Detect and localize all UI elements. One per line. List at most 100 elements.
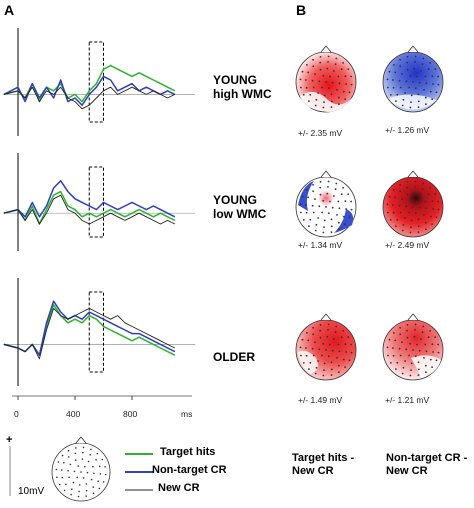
electrode-dot [81,458,84,460]
electrode-dot [309,93,312,96]
electrode-dot [344,98,346,100]
electrode-dot [398,204,401,207]
electrode-dot [410,226,412,228]
scale-bar [9,446,11,496]
electrode-dot [406,336,409,339]
electrode-dot [342,330,344,332]
legend-label-new: New CR [158,482,200,494]
electrode-dot [414,55,417,58]
electrode-dot [386,203,389,206]
electrode-dot [422,182,425,185]
electrode-dot [322,342,325,345]
erp-plot-young-low [3,153,195,251]
electrode-dot [334,63,337,66]
electrode-dot [319,186,322,189]
electrode-dot [404,360,406,362]
electrode-dot [432,83,434,85]
electrode-dot [394,71,397,74]
electrode-dot [74,459,77,461]
electrode-dot [387,211,389,214]
electrode-dot [327,87,330,90]
map-range-target-young-low: +/- 1.34 mV [298,240,343,250]
electrode-dot [408,86,410,89]
electrode-dot [90,478,93,481]
electrode-dot [405,80,408,83]
electrode-dot [406,68,409,71]
electrode-dot [344,200,347,203]
electrode-dot [395,368,397,370]
electrode-dot [393,332,395,334]
electrode-dot [425,207,428,210]
electrode-dot [337,343,340,346]
electrode-dot [347,193,350,195]
electrode-dot [414,329,416,331]
electrode-dot [325,81,327,83]
electrode-dot [423,89,425,91]
electrode-dot [314,341,316,343]
electrode-dot [395,100,397,102]
electrode-dot [350,75,352,78]
electrode-dot [392,347,394,349]
electrode-dot [345,208,347,210]
electrode-dot [434,336,437,338]
electrode-dot [340,193,343,196]
electrode-dot [429,330,431,332]
electrode-dot [417,93,420,96]
electrode-dot [401,372,404,375]
electrode-dot [342,62,344,64]
electrode-dot [307,71,310,74]
electrode-dot [416,343,418,346]
electrode-dot [417,218,420,221]
electrode-dot [70,493,72,496]
electrode-dot [401,104,404,107]
electrode-dot [319,68,322,71]
electrode-dot [334,188,337,191]
map-range-nontarget-young-low: +/- 2.49 mV [385,240,430,250]
electrode-dot [323,226,325,228]
electrode-dot [401,341,403,343]
electrode-dot [330,374,333,376]
electrode-dot [96,452,99,455]
electrode-dot [399,333,402,336]
electrode-dot [409,374,412,377]
scale-plus: + [6,434,13,446]
electrode-dot [104,473,107,476]
electrode-dot [330,361,333,364]
electrode-dot [301,195,304,198]
panel-label-b: B [296,2,307,18]
electrode-dot [87,460,90,463]
electrode-dot [312,86,315,89]
electrode-dot [301,70,304,73]
electrode-dot [301,338,304,341]
electrode-dot [307,339,310,342]
electrode-dot [330,106,333,108]
electrode-dot [399,86,402,89]
electrode-dot [300,211,302,214]
electrode-dot [85,495,87,497]
electrode-dot [399,65,402,68]
electrode-dot [55,468,58,471]
electrode-dot [417,225,420,228]
electrode-dot [424,200,427,203]
electrode-dot [399,190,402,193]
electrode-dot [314,104,317,107]
electrode-dot [335,325,338,328]
electrode-dot [318,348,321,351]
topomap-target-young-high [295,45,357,113]
electrode-dot [323,362,326,365]
electrode-dot [318,80,321,83]
electrode-dot [63,489,66,492]
electrode-dot [325,206,327,208]
electrode-dot [406,324,409,326]
electrode-dot [302,219,305,221]
electrode-dot [77,465,80,467]
electrode-dot [302,362,305,364]
electrode-dot [398,347,401,350]
map-range-nontarget-young-high: +/- 1.26 mV [385,125,430,135]
electrode-dot [409,231,412,234]
electrode-dot [417,106,420,108]
electrode-dot [69,463,72,466]
electrode-dot [305,86,308,89]
electrode-dot [429,215,432,218]
electrode-dot [409,106,412,109]
